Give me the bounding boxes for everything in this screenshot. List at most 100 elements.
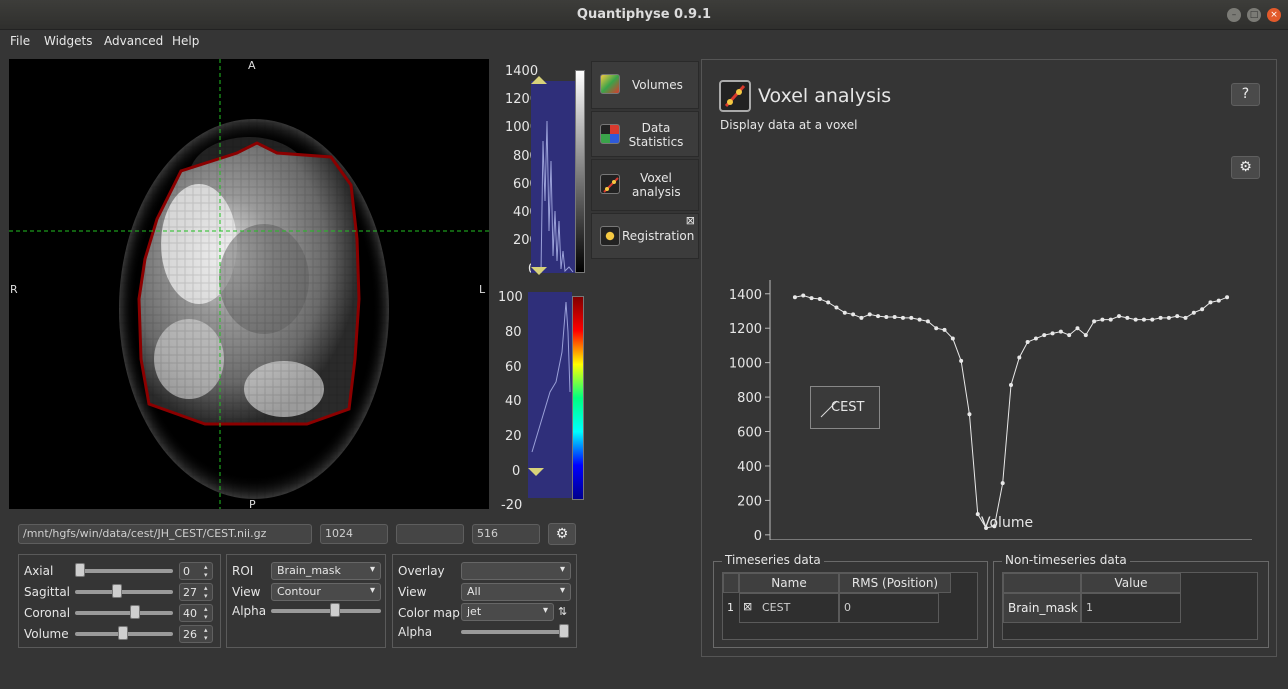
overlay-alpha-slider-handle[interactable] [559,624,569,638]
statistics-icon [600,124,620,144]
volume-slider-handle[interactable] [118,626,128,640]
data-point [801,293,806,298]
coronal-slider[interactable] [75,611,173,615]
data-point [900,315,905,320]
help-button[interactable]: ? [1231,83,1260,106]
data-point [1017,355,1022,360]
sagittal-spinbox[interactable]: 27 [179,583,213,601]
jet-bar [572,296,584,500]
tab-volumes[interactable]: Volumes [591,61,699,109]
data-point [967,412,972,417]
col-value-header[interactable]: Value [1081,573,1181,593]
data-point [1216,298,1221,303]
tab-data-statistics[interactable]: Data Statistics [591,111,699,157]
overlay-label: Overlay [398,564,445,578]
tab-close-icon[interactable]: ⊠ [685,214,695,227]
volumes-icon [600,74,620,94]
coronal-slider-handle[interactable] [130,605,140,619]
col-name-header[interactable]: Name [739,573,839,593]
minimize-button[interactable]: – [1227,8,1241,22]
axial-spinbox[interactable]: 0 [179,562,213,580]
data-point [1083,333,1088,338]
data-point [1125,315,1130,320]
orient-top: A [248,59,256,72]
col-rms-header[interactable]: RMS (Position) [839,573,951,593]
data-point [1117,314,1122,319]
sagittal-label: Sagittal [24,585,71,599]
path-field[interactable]: /mnt/hgfs/win/data/cest/JH_CEST/CEST.nii… [18,524,312,544]
overlay-handle[interactable] [528,468,544,476]
close-button[interactable]: × [1267,8,1281,22]
tab-registration[interactable]: Registration ⊠ [591,213,699,259]
value-field-2[interactable] [396,524,464,544]
overlay-view-combo[interactable]: All [461,583,571,601]
volume-spinbox[interactable]: 26 [179,625,213,643]
gear-icon[interactable]: ⚙ [548,523,576,545]
nontimeseries-group: Non-timeseries data Value Brain_mask 1 [993,553,1269,648]
value-field-3[interactable]: 516 [472,524,540,544]
data-point [1108,317,1113,322]
orient-left: R [10,283,18,296]
tab-registration-label: Registration [622,229,695,243]
colormap-combo[interactable]: jet [461,603,554,621]
overlay-colorbar[interactable]: 100 80 60 40 20 0 -20 [490,288,590,513]
timeseries-table[interactable]: Name RMS (Position) 1 ⊠ CEST 0 [722,572,978,640]
level-handle-top[interactable] [531,76,547,84]
roi-alpha-slider-handle[interactable] [330,603,340,617]
menu-help[interactable]: Help [172,34,200,48]
value-field-1[interactable]: 1024 [320,524,388,544]
overlay-alpha-label: Alpha [398,625,433,639]
roi-combo[interactable]: Brain_mask [271,562,381,580]
checkbox-icon[interactable]: ⊠ [743,600,753,613]
data-point [1191,310,1196,315]
sagittal-slider-handle[interactable] [112,584,122,598]
main-colorbar[interactable]: 1400 1200 1000 800 600 400 200 0 [490,62,588,282]
roi-alpha-slider[interactable] [271,609,381,613]
menu-file[interactable]: File [10,34,31,48]
overlay-combo[interactable] [461,562,571,580]
data-point [975,512,980,517]
sagittal-slider[interactable] [75,590,173,594]
y-tick-label: 0 [754,529,762,540]
menu-advanced[interactable]: Advanced [104,34,164,48]
data-point [1166,315,1171,320]
tick-1400: 1400 [505,64,539,79]
data-point [1141,317,1146,322]
level-handle-bottom[interactable] [531,267,547,275]
data-point [1042,333,1047,338]
row-value: 1 [1086,601,1093,614]
image-viewer[interactable]: A P R L [9,59,489,509]
coronal-spinbox[interactable]: 40 [179,604,213,622]
data-point [1133,317,1138,322]
data-point [1067,333,1072,338]
y-tick-label: 1400 [729,288,762,303]
data-point [917,317,922,322]
data-point [859,315,864,320]
data-point [1000,481,1005,486]
data-point [992,524,997,529]
colormap-reverse-icon[interactable]: ⇅ [558,605,568,618]
x-axis-label: Volume [981,515,1034,531]
histogram-area [531,81,575,274]
colormap-label: Color map [398,606,460,620]
timeseries-group-title: Timeseries data [722,553,824,567]
tab-voxel-analysis[interactable]: Voxel analysis [591,159,699,211]
options-gear-icon[interactable]: ⚙ [1231,156,1260,179]
overlay-histogram-area [528,292,572,498]
axial-slider-handle[interactable] [75,563,85,577]
roi-view-label: View [232,585,261,599]
maximize-button[interactable]: □ [1247,8,1261,22]
panel-title: Voxel analysis [758,85,892,107]
data-point [1092,319,1097,324]
data-point [892,315,897,320]
menu-widgets[interactable]: Widgets [44,34,93,48]
data-point [1208,300,1213,305]
voxel-timeseries-chart[interactable]: 020040060080010001200140001020304050 [702,210,1262,540]
axial-label: Axial [24,564,54,578]
nontimeseries-table[interactable]: Value Brain_mask 1 [1002,572,1258,640]
data-point [1150,317,1155,322]
overlay-alpha-slider[interactable] [461,630,566,634]
nontimeseries-group-title: Non-timeseries data [1002,553,1130,567]
roi-view-combo[interactable]: Contour [271,583,381,601]
axial-slider[interactable] [75,569,173,573]
